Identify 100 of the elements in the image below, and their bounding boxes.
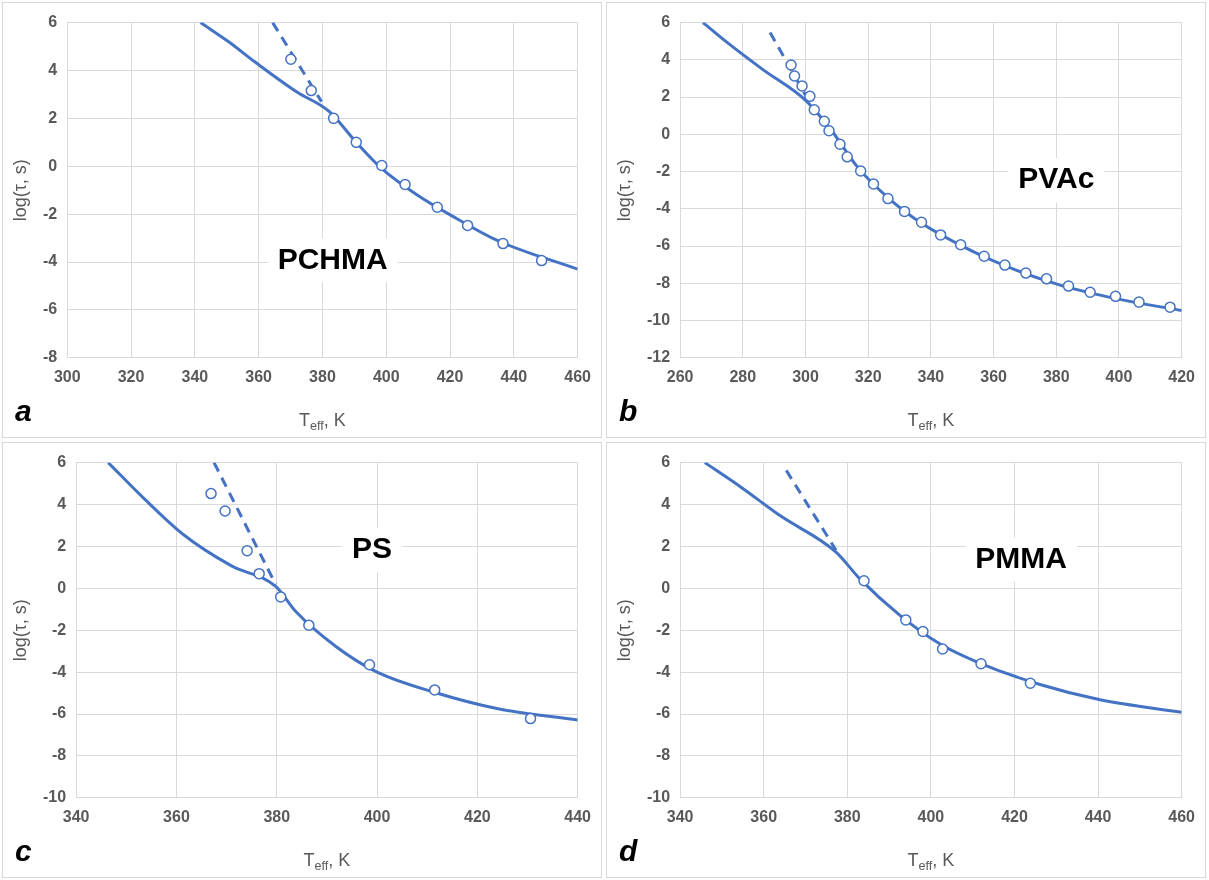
point [350,136,363,149]
point [917,625,929,638]
point [882,192,894,205]
y-tick-label: -6 [655,704,671,722]
point [205,487,217,500]
x-tick-label: 380 [309,367,336,385]
y-tick-label: -6 [51,704,67,722]
y-tick-label: 4 [661,494,671,512]
annotation: PS [352,531,393,565]
point [975,657,987,670]
point [858,575,870,587]
y-tick-label: -4 [42,252,58,270]
x-tick-label: 460 [1168,807,1196,825]
y-tick-label: 2 [48,108,58,126]
point [285,53,297,65]
x-tick-label: 380 [833,807,861,825]
x-tick-label: 440 [500,367,528,385]
point [915,216,928,228]
text: b [619,394,638,428]
x-tick-label: 360 [750,807,778,825]
point [524,712,537,725]
point [253,567,265,580]
point [999,259,1011,271]
point [461,219,474,232]
point [841,151,853,163]
y-tick-label: -8 [51,746,67,764]
point [1024,677,1037,689]
x-tick-label: 340 [666,807,694,825]
point [978,250,990,263]
y-tick-label: -4 [655,199,671,217]
point [804,90,816,103]
point [497,237,509,250]
point [834,138,846,150]
point [934,229,947,241]
y-axis-title: log(τ, s) [9,599,30,662]
point [431,201,444,213]
y-tick-label: -8 [42,348,58,366]
point [818,115,831,128]
y-tick-label: 0 [661,578,671,596]
x-tick-label: 360 [980,367,1008,385]
text: d [619,834,638,868]
y-tick-label: -4 [51,662,67,680]
x-tick-label: 340 [917,367,945,385]
line-series [199,22,578,271]
annotation: PMMA [975,541,1067,575]
x-tick-label: 440 [1084,807,1112,825]
point [1164,301,1176,313]
y-tick-label: -12 [647,348,671,366]
x-tick-label: 380 [263,807,291,825]
x-tick-label: 280 [729,367,757,385]
y-axis-title: log(τ, s) [613,159,634,222]
x-tick-label: 300 [792,367,819,385]
x-tick-label: 440 [564,807,592,825]
y-tick-label: 2 [661,87,671,105]
y-axis-title: log(τ, s) [613,599,634,662]
point [275,591,287,603]
point [954,239,967,251]
line-series [703,462,1182,714]
y-tick-label: -2 [51,620,67,638]
y-tick-label: -10 [647,788,671,806]
point [241,545,253,557]
x-tick-label: 400 [1105,367,1133,385]
x-tick-label: 400 [363,807,391,825]
point [1133,296,1145,308]
point [1062,280,1075,292]
y-tick-label: 6 [661,13,671,31]
point [1109,290,1122,303]
point [936,643,949,655]
point [1040,273,1053,285]
point [1020,267,1032,279]
x-tick-label: 420 [1168,367,1196,385]
text: c [15,834,32,868]
y-tick-label: -10 [43,788,67,806]
line-series [701,22,1182,312]
x-tick-label: 400 [372,367,400,385]
point [219,505,231,517]
x-tick-label: 360 [163,807,190,825]
x-tick-label: 260 [666,367,694,385]
x-tick-label: 420 [464,807,491,825]
point [535,254,548,267]
x-tick-label: 300 [53,367,81,385]
point [305,84,318,97]
y-tick-label: -6 [655,236,671,254]
y-tick-label: -4 [655,662,671,680]
y-tick-label: 4 [661,50,671,68]
point [788,70,801,82]
y-tick-label: -2 [655,620,671,638]
x-tick-label: 320 [117,367,145,385]
y-tick-label: -2 [42,204,58,222]
point [854,165,867,177]
x-tick-label: 320 [854,367,882,385]
point [327,112,340,125]
y-tick-label: 6 [57,453,67,471]
y-tick-label: 0 [661,124,671,142]
point [399,178,411,191]
y-tick-label: 2 [661,536,671,554]
annotation: PVAc [1018,161,1095,195]
x-tick-label: 400 [917,807,945,825]
x-tick-label: 360 [245,367,273,385]
line-series [106,462,578,722]
